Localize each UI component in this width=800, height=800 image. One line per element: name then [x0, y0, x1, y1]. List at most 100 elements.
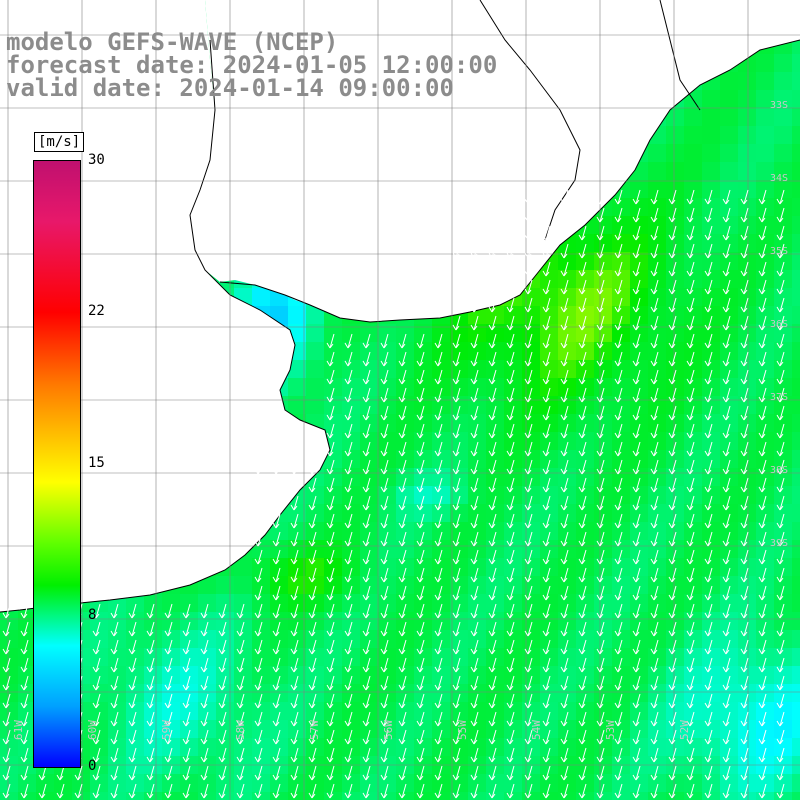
wind-arrow — [470, 675, 479, 691]
wind-arrow — [326, 675, 335, 691]
wind-cell — [648, 468, 666, 486]
wind-arrow — [686, 369, 695, 385]
wind-arrow — [128, 621, 137, 637]
wind-cell — [162, 684, 180, 702]
wind-arrow — [722, 711, 731, 727]
wind-cell — [792, 324, 800, 342]
wind-arrow — [650, 189, 659, 205]
wind-arrow — [704, 621, 713, 637]
wind-cell — [594, 378, 612, 396]
wind-arrow — [362, 423, 371, 439]
wind-arrow — [272, 585, 281, 601]
wind-cell — [576, 324, 594, 342]
wind-cell — [612, 468, 630, 486]
wind-arrow — [776, 189, 785, 205]
wind-cell — [504, 738, 522, 756]
wind-cell — [720, 648, 738, 666]
wind-arrow — [218, 729, 227, 745]
wind-arrow — [272, 783, 281, 799]
wind-arrow — [470, 621, 479, 637]
wind-cell — [54, 792, 72, 800]
wind-arrow — [488, 423, 497, 439]
wind-arrow — [506, 531, 515, 547]
wind-arrow — [92, 729, 101, 745]
wind-cell — [468, 612, 486, 630]
wind-cell — [306, 720, 324, 738]
wind-arrow — [506, 567, 515, 583]
wind-arrow — [614, 549, 623, 565]
wind-arrow — [452, 297, 461, 313]
wind-cell — [648, 648, 666, 666]
wind-arrow — [326, 387, 335, 403]
wind-arrow — [560, 261, 569, 277]
wind-arrow — [344, 729, 353, 745]
wind-arrow — [524, 765, 533, 781]
wind-cell — [774, 486, 792, 504]
wind-cell — [216, 576, 234, 594]
wind-arrow — [380, 639, 389, 655]
wind-cell — [252, 684, 270, 702]
wind-arrow — [272, 765, 281, 781]
wind-arrow — [506, 783, 515, 799]
wind-cell — [558, 378, 576, 396]
wind-cell — [612, 450, 630, 468]
wind-cell — [666, 144, 684, 162]
wind-arrow — [614, 513, 623, 529]
wind-cell — [180, 702, 198, 720]
wind-arrow — [272, 477, 281, 493]
wind-arrow — [488, 405, 497, 421]
wind-arrow — [416, 657, 425, 673]
wind-cell — [720, 72, 738, 90]
wind-cell — [684, 666, 702, 684]
wind-cell — [612, 666, 630, 684]
wind-cell — [666, 324, 684, 342]
wind-arrow — [560, 387, 569, 403]
wind-arrow — [272, 675, 281, 691]
wind-cell — [396, 504, 414, 522]
wind-cell — [144, 594, 162, 612]
wind-arrow — [578, 243, 587, 259]
wind-cell — [648, 324, 666, 342]
wind-cell — [360, 702, 378, 720]
wind-arrow — [308, 585, 317, 601]
wind-cell — [738, 108, 756, 126]
wind-cell — [486, 774, 504, 792]
colorbar-tick-22: 22 — [88, 303, 105, 319]
wind-cell — [702, 378, 720, 396]
wind-cell — [288, 504, 306, 522]
wind-cell — [270, 720, 288, 738]
wind-cell — [486, 414, 504, 432]
wind-arrow — [614, 441, 623, 457]
wind-arrow — [524, 549, 533, 565]
wind-arrow — [776, 423, 785, 439]
wind-arrow — [290, 657, 299, 673]
wind-cell — [306, 684, 324, 702]
wind-arrow — [650, 783, 659, 799]
wind-arrow — [182, 783, 191, 799]
wind-cell — [684, 684, 702, 702]
wind-cell — [774, 612, 792, 630]
wind-cell — [684, 378, 702, 396]
wind-arrow — [560, 747, 569, 763]
wind-cell — [756, 252, 774, 270]
wind-cell — [594, 234, 612, 252]
wind-arrow — [722, 441, 731, 457]
wind-cell — [738, 486, 756, 504]
wind-cell — [234, 576, 252, 594]
wind-arrow — [560, 225, 569, 241]
wind-arrow — [578, 189, 587, 205]
wind-cell — [648, 558, 666, 576]
wind-cell — [378, 414, 396, 432]
wind-cell — [486, 666, 504, 684]
wind-cell — [774, 90, 792, 108]
wind-arrow — [470, 549, 479, 565]
wind-cell — [342, 702, 360, 720]
wind-arrow — [542, 693, 551, 709]
wind-arrow — [704, 765, 713, 781]
wind-cell — [684, 342, 702, 360]
wind-cell — [702, 288, 720, 306]
wind-cell — [360, 378, 378, 396]
wind-cell — [342, 576, 360, 594]
wind-cell — [576, 720, 594, 738]
wind-cell — [324, 378, 342, 396]
